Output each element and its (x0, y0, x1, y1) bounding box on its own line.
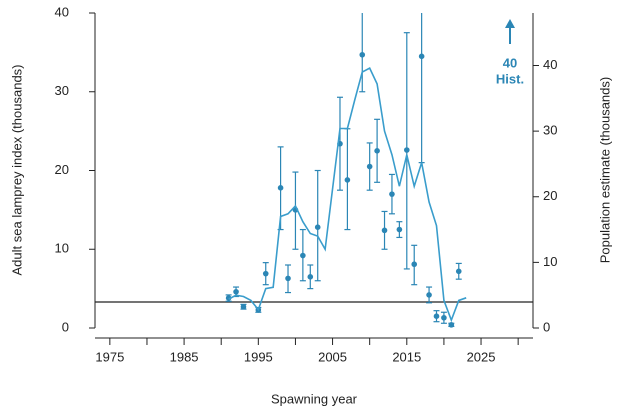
point (285, 275, 291, 282)
y2-tick-label: 20 (543, 188, 557, 203)
x-axis-label: Spawning year (271, 391, 358, 406)
point (240, 303, 247, 310)
point (448, 322, 455, 328)
point (455, 268, 462, 275)
point (344, 177, 351, 183)
point (396, 226, 403, 233)
x-tick-label: 1995 (244, 349, 273, 364)
point (418, 53, 425, 60)
point (411, 261, 418, 268)
line (228, 67, 467, 323)
point (359, 51, 366, 58)
x-tick-label: 1985 (170, 349, 199, 364)
point (374, 148, 380, 154)
point (441, 314, 447, 321)
x-tick-label: 2025 (467, 349, 496, 364)
point (314, 224, 321, 230)
y-tick-label: 10 (55, 241, 69, 256)
y-tick-label: 30 (55, 83, 69, 98)
y-axis-label: Adult sea lamprey index (thousands) (9, 64, 24, 275)
y-tick-label: 20 (55, 162, 69, 177)
point (233, 288, 239, 295)
point (433, 313, 440, 319)
point (389, 191, 395, 197)
y-tick-label: 0 (62, 319, 69, 334)
y2-tick-label: 40 (543, 57, 557, 72)
point (366, 163, 373, 170)
x-tick-label: 2005 (318, 349, 347, 364)
point (262, 270, 269, 277)
x-tick-label: 1975 (95, 349, 124, 364)
point (300, 252, 306, 259)
point (277, 185, 284, 191)
arrow-head (505, 19, 515, 28)
annotation: Hist. (496, 71, 524, 86)
y2-tick-label: 30 (543, 123, 557, 138)
y2-tick-label: 0 (543, 319, 550, 334)
point (225, 295, 232, 301)
y-tick-label: 40 (55, 4, 69, 19)
point (381, 227, 388, 234)
point (426, 292, 432, 298)
y2-tick-label: 10 (543, 254, 557, 269)
point (403, 147, 410, 153)
annotation: 40 (503, 55, 517, 70)
point (307, 274, 314, 280)
y2-axis-label: Population estimate (thousands) (597, 77, 612, 263)
x-tick-label: 2015 (392, 349, 421, 364)
